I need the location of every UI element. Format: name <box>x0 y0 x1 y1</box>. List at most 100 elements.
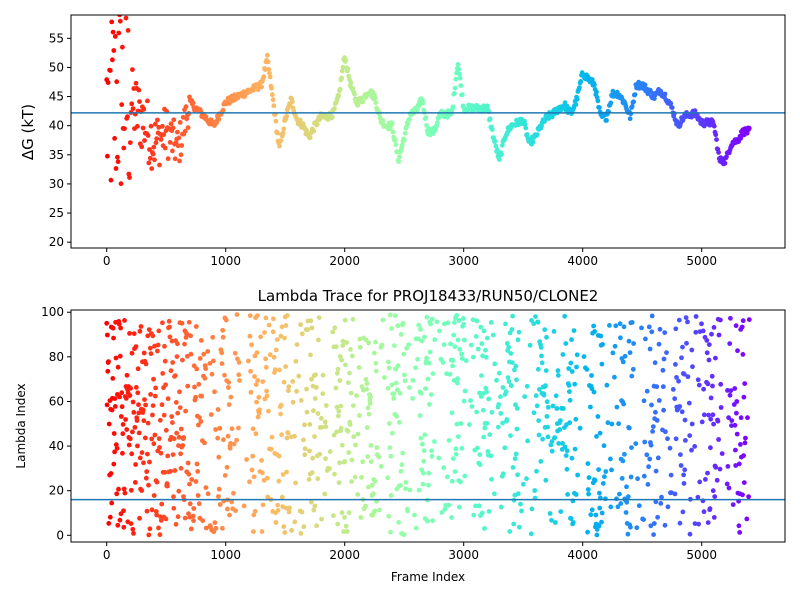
lambda-point <box>363 377 369 382</box>
lambda-point <box>509 360 515 365</box>
delta-g-point <box>179 143 185 148</box>
lambda-point <box>345 428 351 434</box>
lambda-point <box>563 453 569 458</box>
delta-g-point <box>452 91 457 96</box>
lambda-point <box>282 335 287 341</box>
lambda-point <box>695 377 701 383</box>
delta-g-point <box>420 100 426 106</box>
delta-g-point <box>154 136 160 142</box>
lambda-point <box>337 460 342 466</box>
lambda-point <box>654 384 660 390</box>
lambda-point <box>426 470 432 476</box>
lambda-point <box>389 430 395 436</box>
lambda-point <box>708 445 713 451</box>
lambda-point <box>706 342 712 347</box>
delta-g-point <box>711 123 717 129</box>
lambda-point <box>398 468 404 474</box>
lambda-point <box>117 394 122 400</box>
lambda-point <box>347 370 352 376</box>
delta-g-point <box>262 67 268 72</box>
lambda-point <box>542 327 548 333</box>
delta-g-point <box>423 115 429 120</box>
lambda-point <box>342 515 347 520</box>
lambda-point <box>360 459 366 465</box>
lambda-point <box>106 521 112 526</box>
lambda-point <box>340 338 346 344</box>
lambda-point <box>298 531 304 536</box>
delta-g-point <box>266 67 272 72</box>
lambda-x-ticks: 0 1000 2000 3000 4000 5000 <box>103 542 717 562</box>
lambda-point <box>680 344 685 350</box>
lambda-point <box>676 378 681 384</box>
lambda-point <box>648 523 654 529</box>
lambda-point <box>654 418 660 423</box>
lambda-point <box>629 320 635 325</box>
lambda-point <box>386 513 392 519</box>
lambda-point <box>395 363 401 369</box>
delta-g-point <box>105 80 111 85</box>
lambda-point <box>133 462 139 467</box>
lambda-point <box>452 320 457 325</box>
delta-g-point <box>178 152 184 158</box>
lambda-point <box>448 341 453 347</box>
delta-g-point <box>116 30 122 36</box>
delta-g-point <box>177 158 182 164</box>
lambda-point <box>432 439 437 444</box>
lambda-point <box>226 402 232 407</box>
lambda-point <box>110 325 116 331</box>
lambda-point <box>564 466 570 472</box>
lambda-point <box>469 404 475 409</box>
delta-g-point <box>530 139 536 145</box>
lambda-point <box>488 320 494 325</box>
lambda-point <box>293 480 298 486</box>
lambda-point <box>726 485 732 491</box>
lambda-point <box>137 515 142 521</box>
lambda-point <box>461 398 467 404</box>
lambda-point <box>613 323 619 329</box>
lambda-point <box>746 317 752 322</box>
lambda-point <box>665 436 670 442</box>
lambda-point <box>193 324 199 329</box>
lambda-point <box>386 365 392 371</box>
delta-g-point <box>156 125 162 130</box>
delta-g-point <box>267 74 273 80</box>
y-tick-label: 100 <box>41 305 64 319</box>
lambda-point <box>266 322 272 328</box>
lambda-point <box>453 446 459 452</box>
delta-g-point <box>112 34 118 39</box>
lambda-point <box>716 332 722 338</box>
lambda-point <box>115 522 121 528</box>
lambda-point <box>309 376 314 382</box>
delta-g-point <box>352 91 357 97</box>
lambda-point <box>567 397 573 403</box>
lambda-point <box>116 486 121 492</box>
lambda-point <box>457 346 463 352</box>
lambda-point <box>453 451 459 457</box>
lambda-point <box>141 460 146 466</box>
lambda-point <box>264 388 269 394</box>
delta-g-point <box>115 154 120 160</box>
lambda-point <box>364 425 370 430</box>
lambda-point <box>545 434 551 440</box>
delta-g-point <box>261 74 267 80</box>
lambda-point <box>573 492 579 497</box>
lambda-point <box>336 480 342 486</box>
lambda-point <box>284 313 290 318</box>
lambda-point <box>250 426 256 432</box>
lambda-point <box>179 320 185 326</box>
lambda-point <box>711 515 717 520</box>
lambda-point <box>497 370 502 376</box>
lambda-point <box>709 331 714 337</box>
delta-g-point <box>390 129 396 135</box>
delta-g-point <box>220 107 226 113</box>
lambda-point <box>175 410 181 416</box>
delta-g-point <box>118 181 124 187</box>
delta-g-point <box>424 123 429 128</box>
lambda-point <box>106 421 112 427</box>
lambda-point <box>706 412 711 418</box>
delta-g-point <box>149 166 155 172</box>
lambda-point <box>701 509 707 515</box>
lambda-point <box>673 362 678 367</box>
lambda-point <box>187 481 192 487</box>
